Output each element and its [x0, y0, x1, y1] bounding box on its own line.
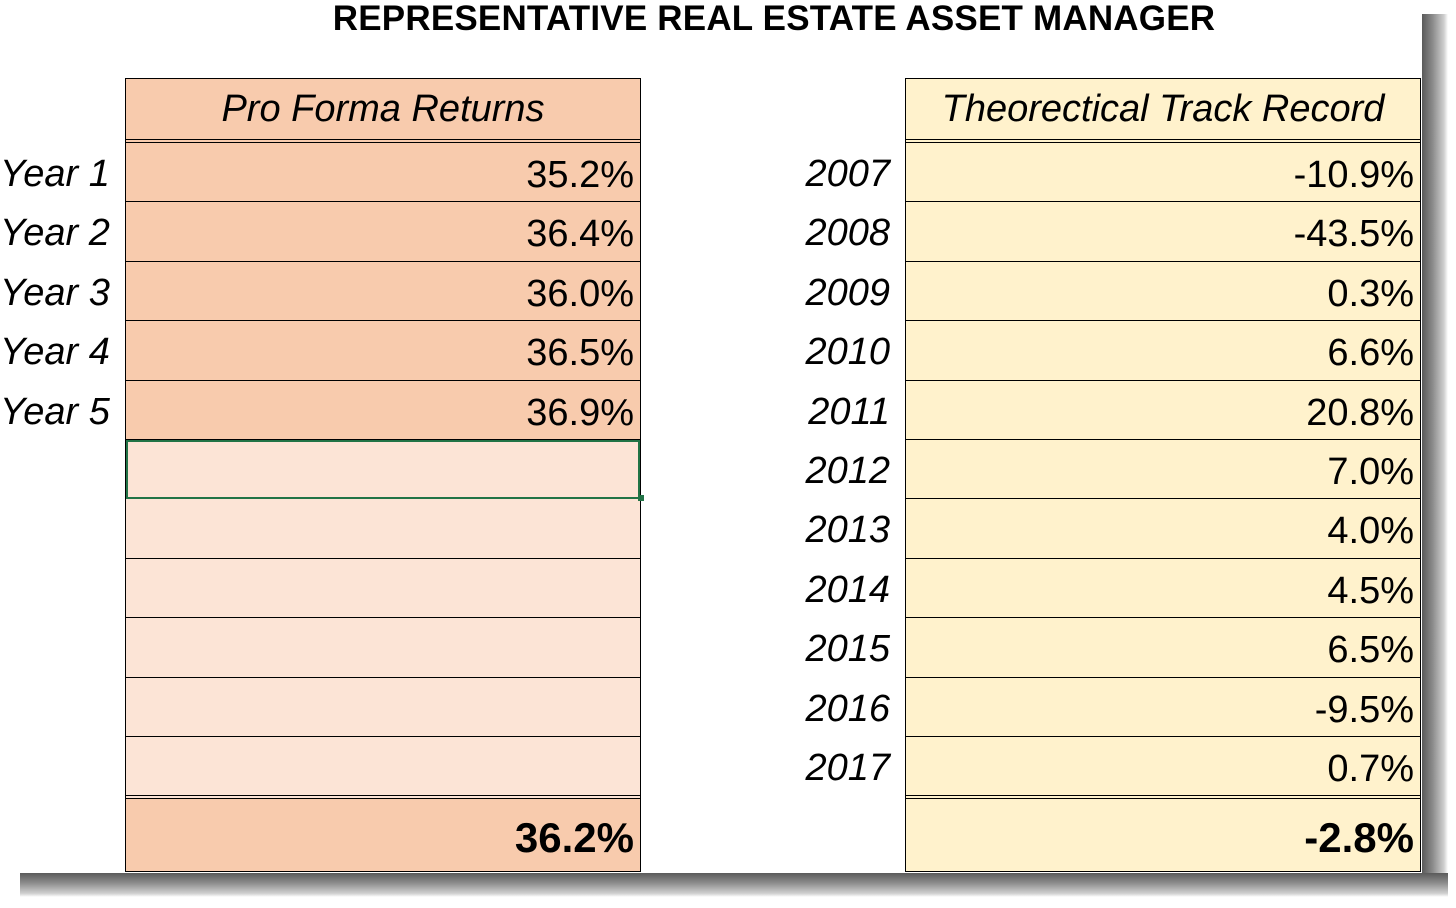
pro-forma-table: Pro Forma Returns 35.2% 36.4% 36.0% 36.5…	[125, 78, 644, 872]
table-cell[interactable]: 6.5%	[906, 618, 1420, 678]
pro-forma-header[interactable]: Pro Forma Returns	[126, 79, 640, 143]
table-cell[interactable]	[126, 677, 640, 737]
table-cell[interactable]: -9.5%	[906, 677, 1420, 737]
table-cell[interactable]: 36.4%	[126, 202, 640, 262]
row-label: Year 4	[0, 331, 110, 374]
row-label: 2007	[805, 153, 890, 195]
row-label: 2015	[805, 628, 890, 671]
table-cell[interactable]: 0.3%	[906, 261, 1420, 322]
selected-cell[interactable]	[126, 439, 644, 502]
table-cell[interactable]: 7.0%	[906, 439, 1420, 500]
row-label: Year 2	[0, 212, 110, 255]
page-title: REPRESENTATIVE REAL ESTATE ASSET MANAGER	[332, 0, 1216, 38]
row-label: 2011	[808, 390, 890, 433]
table-cell[interactable]: 0.7%	[906, 736, 1420, 799]
table-cell[interactable]: 36.9%	[126, 380, 640, 440]
row-label: 2014	[805, 568, 890, 611]
pro-forma-total[interactable]: 36.2%	[126, 798, 640, 871]
row-label: 2016	[805, 687, 890, 730]
row-label: 2010	[805, 331, 890, 374]
table-cell[interactable]: 4.5%	[906, 558, 1420, 619]
table-cell[interactable]	[126, 736, 640, 799]
sheet-shadow-right	[1422, 14, 1448, 896]
track-record-total[interactable]: -2.8%	[906, 798, 1420, 871]
row-label: 2013	[805, 509, 890, 552]
row-label: Year 3	[0, 271, 110, 314]
row-label: 2017	[805, 747, 890, 789]
track-record-header[interactable]: Theorectical Track Record	[906, 79, 1420, 143]
table-cell[interactable]: 20.8%	[906, 380, 1420, 440]
track-record-table: Theorectical Track Record -10.9% -43.5% …	[905, 78, 1421, 872]
row-label: 2008	[805, 212, 890, 255]
sheet-shadow-bottom	[20, 873, 1448, 897]
row-label: 2009	[805, 271, 890, 314]
table-cell[interactable]	[126, 618, 640, 678]
table-cell[interactable]: 36.5%	[126, 321, 640, 381]
table-cell[interactable]: -43.5%	[906, 202, 1420, 262]
row-label: Year 5	[0, 390, 110, 433]
spreadsheet-sheet: REPRESENTATIVE REAL ESTATE ASSET MANAGER…	[0, 0, 1422, 873]
row-label: Year 1	[0, 153, 110, 195]
table-cell[interactable]: 36.0%	[126, 261, 640, 322]
table-cell[interactable]: 4.0%	[906, 499, 1420, 559]
table-cell[interactable]	[126, 558, 640, 619]
table-cell[interactable]: 35.2%	[126, 143, 640, 203]
row-label: 2012	[805, 450, 890, 492]
table-cell[interactable]: 6.6%	[906, 321, 1420, 381]
table-cell[interactable]	[126, 499, 640, 559]
table-cell[interactable]: -10.9%	[906, 143, 1420, 203]
